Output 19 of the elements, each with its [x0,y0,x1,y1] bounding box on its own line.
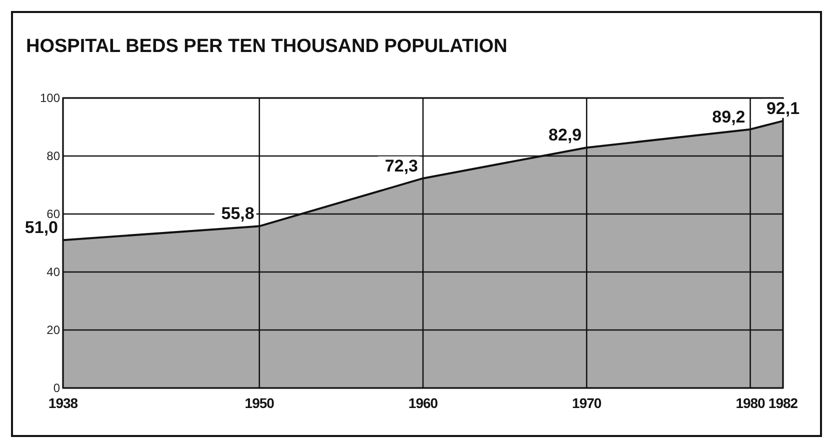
x-tick-label: 1980 [736,395,766,411]
data-label: 72,3 [384,156,418,176]
y-tick-label: 20 [46,323,60,337]
x-tick-label: 1938 [48,395,78,411]
y-tick-label: 60 [46,207,60,221]
data-label: 55,8 [221,204,254,224]
data-label: 82,9 [548,126,582,145]
data-label: 89,2 [712,107,746,126]
x-tick-label: 1982 [768,395,798,411]
y-tick-label: 80 [46,149,60,163]
x-tick-label: 1970 [572,395,602,411]
y-tick-label: 100 [40,91,60,105]
x-tick-label: 1950 [244,395,275,411]
y-tick-label: 40 [46,265,60,279]
chart-title: HOSPITAL BEDS PER TEN THOUSAND POPULATION [26,36,508,57]
data-label: 92,1 [766,98,800,118]
data-label: 51,0 [24,218,58,238]
y-tick-label: 0 [53,381,60,395]
x-tick-label: 1960 [408,395,438,411]
